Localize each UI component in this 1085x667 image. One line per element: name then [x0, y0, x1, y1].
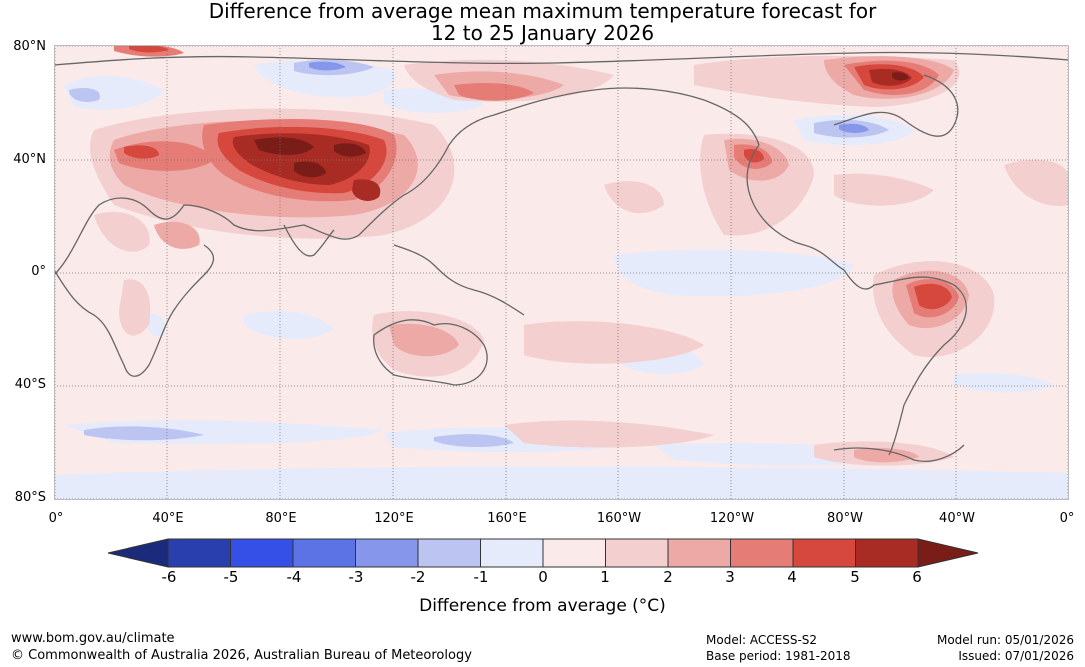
colorbar-tick: 3: [725, 568, 735, 586]
colorbar-tick: -3: [348, 568, 364, 586]
lon-label-0-left: 0°: [48, 511, 64, 526]
colorbar-cell: [167, 538, 231, 568]
colorbar-cell: [730, 538, 794, 568]
colorbar-tick: -1: [473, 568, 489, 586]
lon-label-80w: 80°W: [827, 511, 863, 526]
colorbar-tick: -5: [223, 568, 239, 586]
footer-copyright: © Commonwealth of Australia 2026, Austra…: [11, 648, 472, 663]
lat-label-80n: 80°N: [13, 39, 46, 54]
lat-label-equator: 0°: [31, 264, 46, 279]
lon-label-80e: 80°E: [265, 511, 297, 526]
colorbar-tick: 5: [850, 568, 860, 586]
colorbar-cell: [667, 538, 731, 568]
lon-label-160w: 160°W: [596, 511, 642, 526]
footer-model-run: Model run: 05/01/2026: [936, 633, 1074, 647]
lat-label-80s: 80°S: [14, 490, 46, 505]
colorbar-cell: [230, 538, 294, 568]
map-title-line1: Difference from average mean maximum tem…: [208, 0, 877, 23]
colorbar-cell: [292, 538, 356, 568]
colorbar-cell: [855, 538, 919, 568]
colorbar-low-triangle: [107, 538, 169, 568]
colorbar-tick: 2: [663, 568, 673, 586]
footer-model: Model: ACCESS-S2: [706, 633, 818, 647]
anomaly-map: [54, 45, 1069, 500]
footer-website[interactable]: www.bom.gov.au/climate: [11, 631, 175, 646]
colorbar-tick: 6: [912, 568, 922, 586]
anomaly-field: [54, 45, 1069, 500]
colorbar-cell: [480, 538, 544, 568]
colorbar-tick: -4: [286, 568, 302, 586]
colorbar-tick: 4: [787, 568, 797, 586]
colorbar-cell: [605, 538, 669, 568]
lat-label-40s: 40°S: [14, 377, 46, 392]
colorbar-cell: [792, 538, 856, 568]
colorbar: [107, 538, 979, 568]
colorbar-cell: [542, 538, 606, 568]
lon-label-40w: 40°W: [939, 511, 975, 526]
colorbar-tick: -2: [410, 568, 426, 586]
lon-label-160e: 160°E: [487, 511, 527, 526]
lon-label-40e: 40°E: [152, 511, 184, 526]
lon-label-120e: 120°E: [374, 511, 414, 526]
colorbar-tick: 0: [538, 568, 548, 586]
footer-issued: Issued: 07/01/2026: [958, 649, 1074, 663]
colorbar-tick: -6: [161, 568, 177, 586]
lon-label-0-right: 0°: [1059, 511, 1075, 526]
lon-label-120w: 120°W: [709, 511, 755, 526]
lat-label-40n: 40°N: [13, 152, 46, 167]
colorbar-tick: 1: [600, 568, 610, 586]
colorbar-cell: [417, 538, 481, 568]
map-title-line2: 12 to 25 January 2026: [430, 21, 655, 45]
colorbar-high-triangle: [917, 538, 979, 568]
colorbar-cell: [355, 538, 419, 568]
colorbar-label: Difference from average (°C): [419, 596, 666, 616]
footer-base-period: Base period: 1981-2018: [706, 649, 851, 663]
